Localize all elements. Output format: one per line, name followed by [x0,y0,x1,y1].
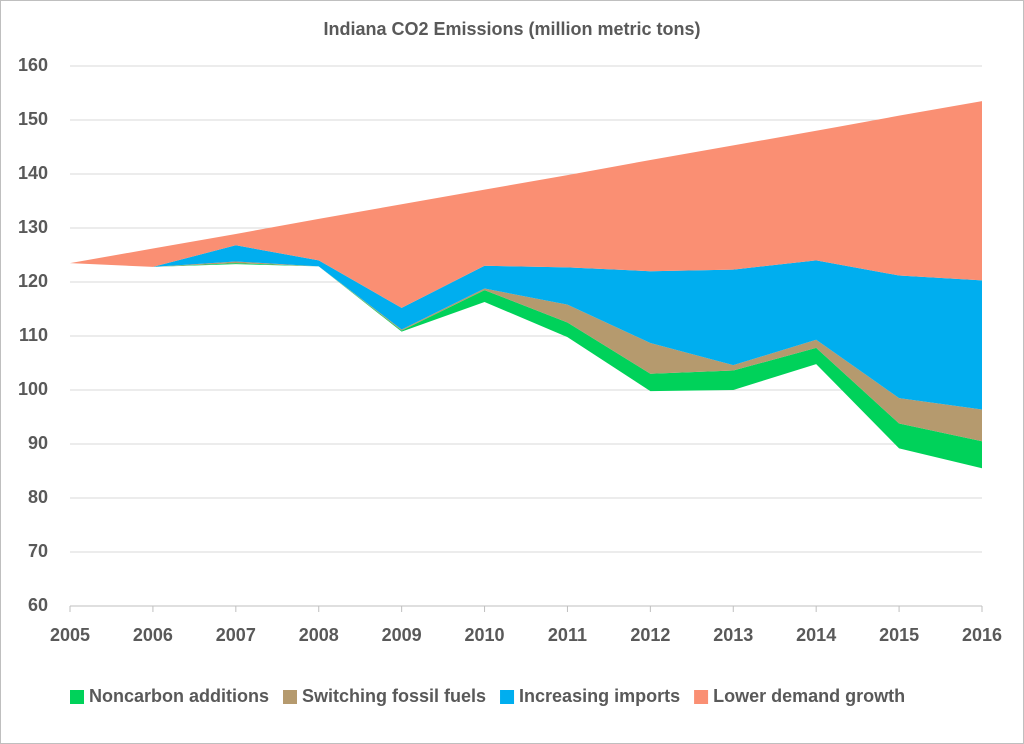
y-tick-label: 100 [18,379,48,399]
x-tick-label: 2014 [796,625,836,645]
y-tick-label: 80 [28,487,48,507]
x-tick-label: 2016 [962,625,1002,645]
chart-title: Indiana CO2 Emissions (million metric to… [323,19,700,39]
x-tick-label: 2008 [299,625,339,645]
x-tick-label: 2009 [382,625,422,645]
legend-label: Increasing imports [519,686,680,706]
x-tick-label: 2007 [216,625,256,645]
x-tick-label: 2012 [630,625,670,645]
legend-swatch [70,690,84,704]
legend-swatch [500,690,515,704]
y-tick-label: 130 [18,217,48,237]
y-tick-label: 140 [18,163,48,183]
y-tick-label: 150 [18,109,48,129]
y-tick-label: 120 [18,271,48,291]
area [70,101,982,308]
area [70,261,982,442]
x-tick-label: 2006 [133,625,173,645]
legend-label: Switching fossil fuels [302,686,486,706]
x-tick-label: 2013 [713,625,753,645]
x-tick-label: 2005 [50,625,90,645]
area [70,245,982,410]
y-tick-label: 90 [28,433,48,453]
legend-label: Noncarbon additions [89,686,269,706]
x-tick-label: 2010 [465,625,505,645]
legend-label: Lower demand growth [713,686,905,706]
y-tick-label: 70 [28,541,48,561]
legend-swatch [694,690,709,704]
y-tick-label: 60 [28,595,48,615]
x-tick-label: 2015 [879,625,919,645]
legend-swatch [283,690,297,704]
x-tick-label: 2011 [548,625,587,645]
area [70,263,982,469]
y-tick-label: 110 [19,325,48,345]
y-tick-label: 160 [18,55,48,75]
